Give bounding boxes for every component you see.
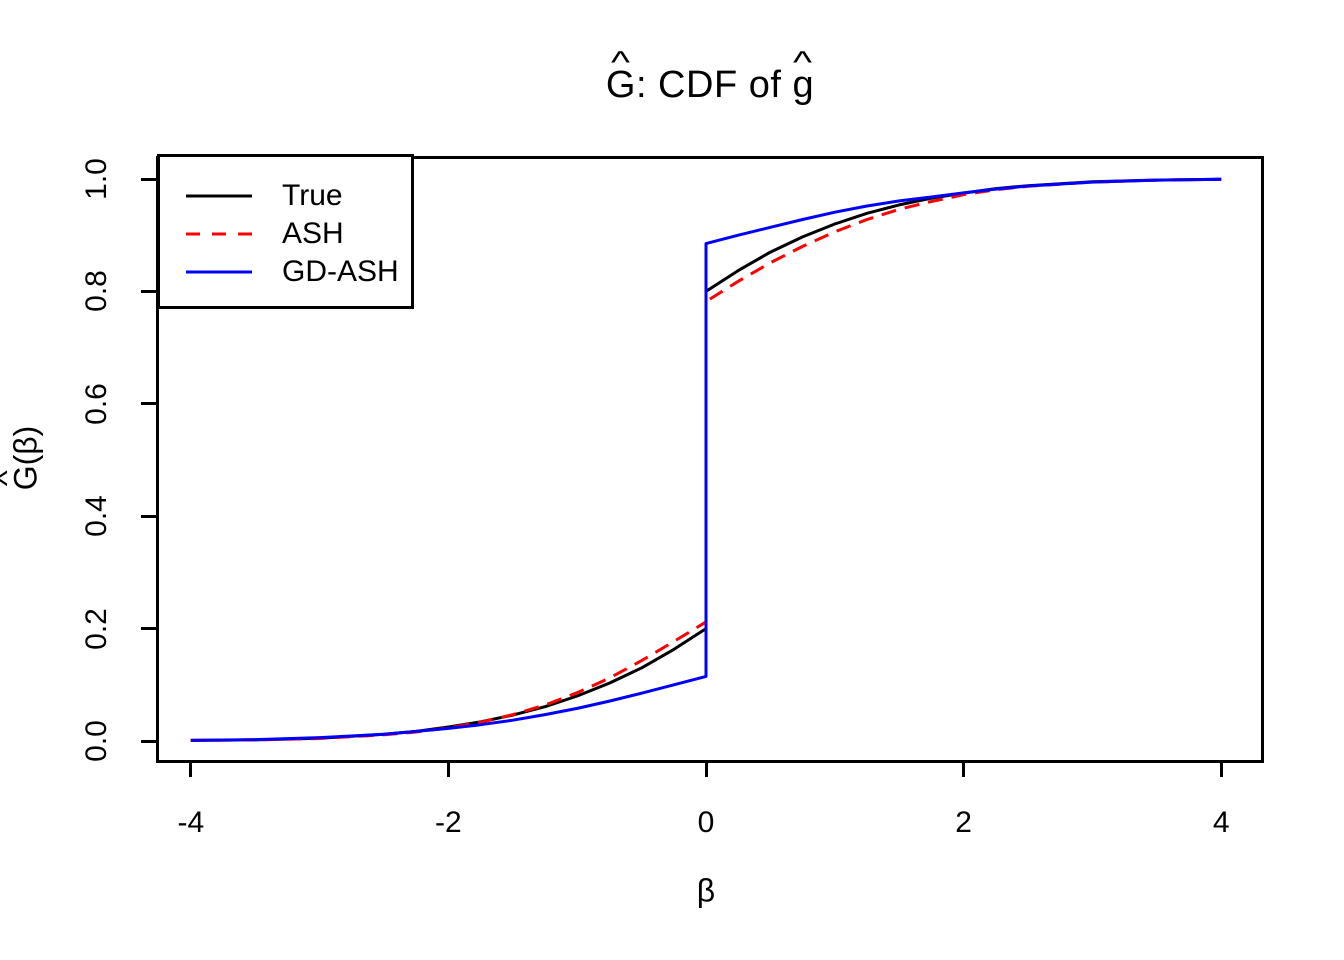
x-tick-mark (189, 762, 193, 777)
legend-box: True ASH GD-ASH (157, 154, 414, 309)
plot-area (156, 156, 1264, 763)
y-tick-mark (141, 289, 156, 293)
y-tick-label: 1.0 (80, 158, 113, 200)
legend-line-sample (186, 194, 252, 198)
title-separator: : CDF of (635, 64, 793, 106)
legend-item-true: True (160, 177, 411, 215)
x-tick-label: -2 (435, 806, 462, 839)
x-tick-mark (1219, 762, 1223, 777)
g-upper-hatted: ^ G (605, 47, 636, 107)
x-tick-mark (704, 762, 708, 777)
y-tick-mark (141, 627, 156, 631)
y-axis-title: ^G(β) (0, 425, 45, 491)
hat-accent: ^ (793, 45, 814, 81)
x-tick-label: 0 (697, 806, 715, 839)
y-tick-label: 0.0 (80, 720, 113, 762)
legend-line-sample (186, 270, 252, 274)
y-tick-mark (141, 177, 156, 181)
legend-line-sample (186, 232, 252, 236)
title-g-lower: g (792, 64, 815, 106)
legend-item-gd-ash: GD-ASH (160, 253, 411, 291)
ylabel-g-hatted: ^G (0, 465, 45, 490)
legend-label: ASH (282, 217, 344, 250)
x-tick-label: 4 (1212, 806, 1230, 839)
hat-accent: ^ (0, 470, 21, 486)
y-tick-label: 0.6 (80, 382, 113, 425)
plot-title: ^ G: CDF of ^ g (605, 47, 815, 107)
legend-label: True (282, 179, 343, 212)
y-tick-mark (141, 402, 156, 406)
y-tick-label: 0.2 (80, 607, 113, 650)
ylabel-suffix: (β) (7, 425, 44, 466)
g-lower-hatted: ^ g (792, 47, 815, 107)
legend-item-ash: ASH (160, 215, 411, 253)
x-tick-label: 2 (955, 806, 972, 839)
y-tick-label: 0.4 (80, 495, 113, 538)
title-g-upper: G (605, 64, 636, 106)
y-tick-label: 0.8 (80, 270, 113, 313)
y-tick-mark (141, 739, 156, 743)
hat-accent: ^ (611, 45, 631, 81)
x-tick-mark (446, 762, 450, 777)
x-axis-title: β (696, 872, 716, 909)
y-tick-mark (141, 514, 156, 518)
x-tick-mark (962, 762, 966, 777)
legend-label: GD-ASH (282, 255, 399, 288)
x-tick-label: -4 (177, 806, 205, 839)
